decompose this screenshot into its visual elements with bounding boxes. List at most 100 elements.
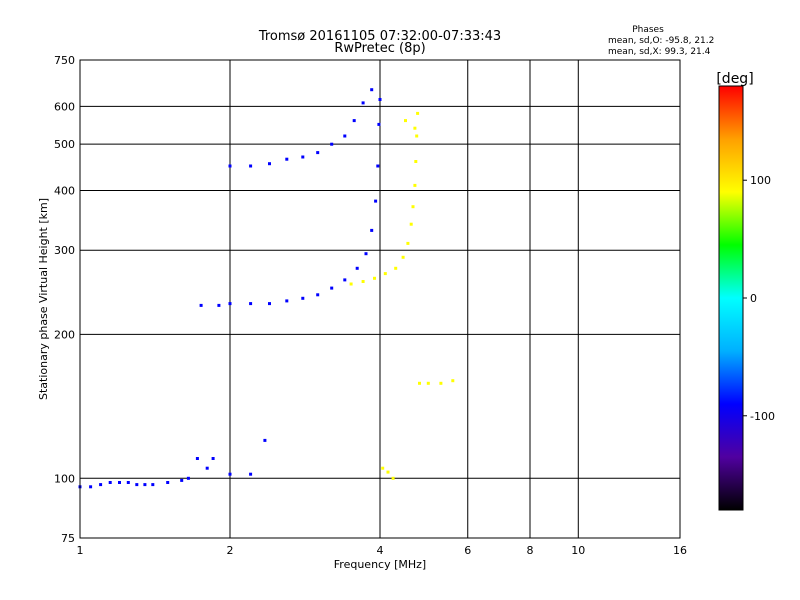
data-point-o-mode	[135, 483, 139, 487]
data-point-o-mode	[249, 164, 253, 168]
data-point-x-mode	[451, 379, 455, 383]
x-tick-label: 1	[77, 544, 84, 557]
data-point-o-mode	[316, 151, 320, 155]
data-point-o-mode	[108, 481, 112, 484]
data-point-x-mode	[386, 470, 390, 474]
data-point-o-mode	[199, 303, 203, 307]
data-point-x-mode	[411, 205, 415, 209]
data-point-o-mode	[343, 134, 347, 138]
data-point-x-mode	[416, 111, 420, 115]
stats-line-x: mean, sd,X: 99.3, 21.4	[608, 47, 711, 57]
data-point-x-mode	[381, 466, 385, 470]
data-point-o-mode	[268, 162, 271, 166]
colorbar-label: [deg]	[716, 71, 753, 87]
data-point-x-mode	[383, 272, 387, 276]
x-tick-label: 2	[227, 544, 234, 557]
data-point-o-mode	[211, 457, 215, 460]
data-point-o-mode	[249, 472, 253, 476]
data-point-x-mode	[391, 476, 395, 480]
data-point-x-mode	[361, 280, 365, 283]
data-point-o-mode	[268, 302, 271, 306]
data-point-o-mode	[166, 481, 170, 484]
y-tick-label: 300	[54, 244, 75, 257]
data-points	[78, 88, 455, 489]
data-point-o-mode	[330, 142, 334, 146]
y-tick-label: 400	[54, 184, 75, 197]
x-tick-label: 4	[377, 544, 384, 557]
data-point-o-mode	[186, 476, 190, 480]
data-point-o-mode	[217, 303, 221, 307]
y-tick-label: 75	[61, 532, 75, 545]
data-point-o-mode	[378, 98, 382, 101]
data-point-o-mode	[126, 481, 130, 484]
chart-subtitle: RwPretec (8p)	[334, 41, 425, 56]
data-point-o-mode	[361, 101, 365, 105]
data-point-o-mode	[374, 199, 378, 203]
x-tick-label: 8	[527, 544, 534, 557]
chart-title: Tromsø 20161105 07:32:00-07:33:43	[258, 29, 501, 44]
data-point-o-mode	[205, 466, 209, 470]
data-point-o-mode	[228, 302, 232, 306]
data-point-o-mode	[151, 483, 155, 487]
y-tick-label: 500	[54, 138, 75, 151]
data-point-o-mode	[377, 122, 381, 126]
data-point-x-mode	[401, 255, 405, 259]
x-axis-label: Frequency [MHz]	[334, 558, 426, 571]
data-point-o-mode	[301, 296, 305, 300]
plot-frame	[79, 59, 681, 539]
grid-lines	[80, 60, 680, 538]
data-point-o-mode	[364, 252, 368, 256]
y-tick-label: 100	[54, 472, 75, 485]
x-tick-label: 6	[464, 544, 471, 557]
data-point-o-mode	[316, 293, 320, 297]
data-point-o-mode	[180, 478, 184, 482]
y-tick-label: 600	[54, 100, 75, 113]
data-point-o-mode	[285, 157, 289, 161]
y-axis-label: Stationary phase Virtual Height [km]	[37, 198, 50, 400]
data-point-x-mode	[415, 134, 419, 138]
data-point-o-mode	[263, 438, 267, 442]
data-point-o-mode	[352, 119, 356, 123]
data-point-x-mode	[373, 276, 376, 280]
data-point-x-mode	[413, 126, 417, 130]
data-point-o-mode	[143, 483, 147, 487]
data-point-o-mode	[195, 457, 199, 460]
data-point-o-mode	[330, 286, 334, 290]
data-point-x-mode	[349, 282, 353, 286]
x-tick-label: 16	[673, 544, 687, 557]
y-tick-label: 200	[54, 328, 75, 341]
data-point-o-mode	[355, 266, 359, 270]
y-tick-label: 750	[54, 54, 75, 67]
colorbar-tick-label: -100	[750, 410, 775, 423]
stats-title: Phases	[632, 25, 664, 35]
y-axis: 75 100 200 300 400 500 600 750	[54, 54, 75, 545]
colorbar-tick-label: 0	[750, 292, 757, 305]
data-point-o-mode	[249, 302, 253, 306]
stats-line-o: mean, sd,O: -95.8, 21.2	[608, 36, 714, 46]
colorbar-tick-label: 100	[750, 174, 771, 187]
data-point-x-mode	[426, 381, 430, 385]
data-point-x-mode	[404, 119, 407, 123]
data-point-x-mode	[414, 160, 418, 163]
data-point-x-mode	[394, 266, 398, 270]
data-point-o-mode	[301, 155, 305, 159]
data-point-o-mode	[89, 485, 93, 489]
data-point-o-mode	[99, 483, 103, 487]
data-point-o-mode	[118, 481, 121, 484]
data-point-o-mode	[376, 164, 380, 168]
data-point-x-mode	[413, 183, 417, 187]
x-tick-label: 10	[571, 544, 585, 557]
data-point-x-mode	[418, 381, 421, 385]
data-point-x-mode	[409, 222, 413, 226]
data-point-o-mode	[228, 164, 232, 168]
colorbar-ticks: 100 0 -100	[743, 174, 775, 423]
x-axis: 1 2 4 6 8 10 16	[77, 544, 688, 557]
data-point-x-mode	[439, 381, 443, 385]
colorbar	[718, 85, 744, 511]
data-point-x-mode	[406, 241, 410, 245]
data-point-o-mode	[370, 88, 374, 92]
data-point-o-mode	[285, 299, 289, 303]
data-point-o-mode	[228, 472, 232, 476]
data-point-o-mode	[343, 278, 347, 282]
